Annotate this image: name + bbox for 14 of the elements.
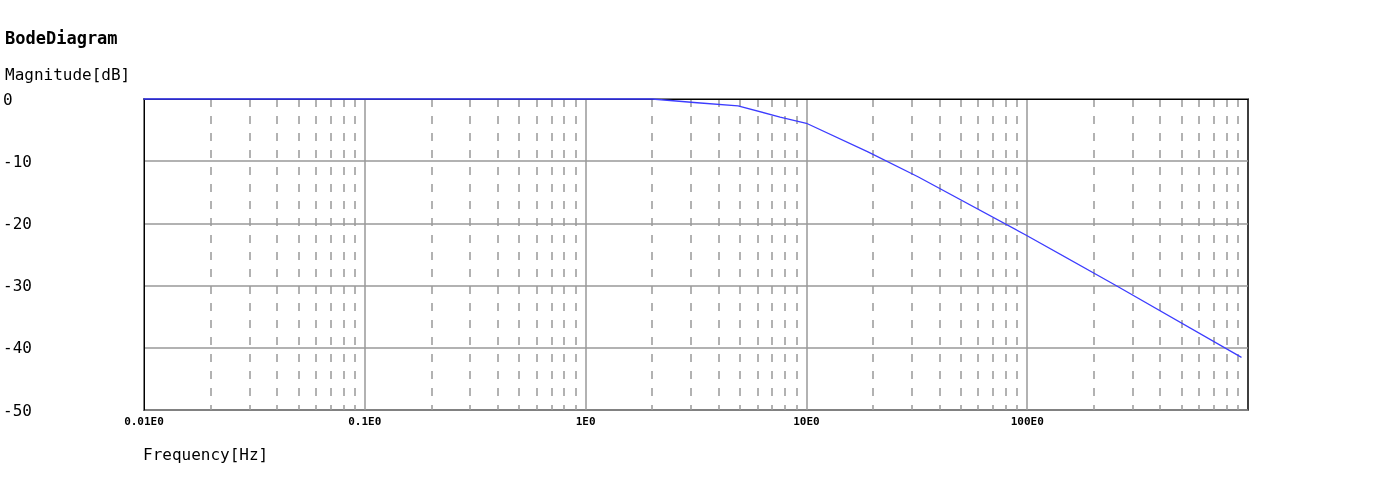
y-tick-label: -40 <box>3 338 32 358</box>
y-tick-label: -30 <box>3 276 32 296</box>
y-tick-label: 0 <box>3 89 13 109</box>
x-tick-label: 10E0 <box>793 415 820 428</box>
y-tick-label: -10 <box>3 151 32 171</box>
x-axis-title: Frequency[Hz] <box>143 444 269 464</box>
y-axis-title: Magnitude[dB] <box>5 64 131 84</box>
y-tick-label: -20 <box>3 213 32 233</box>
x-tick-label: 100E0 <box>1010 415 1044 428</box>
chart-title: BodeDiagram <box>5 27 118 48</box>
y-tick-label: -50 <box>3 400 32 420</box>
x-tick-label: 0.1E0 <box>348 415 382 428</box>
x-tick-label: 1E0 <box>575 415 596 428</box>
x-tick-label: 0.01E0 <box>124 415 164 428</box>
